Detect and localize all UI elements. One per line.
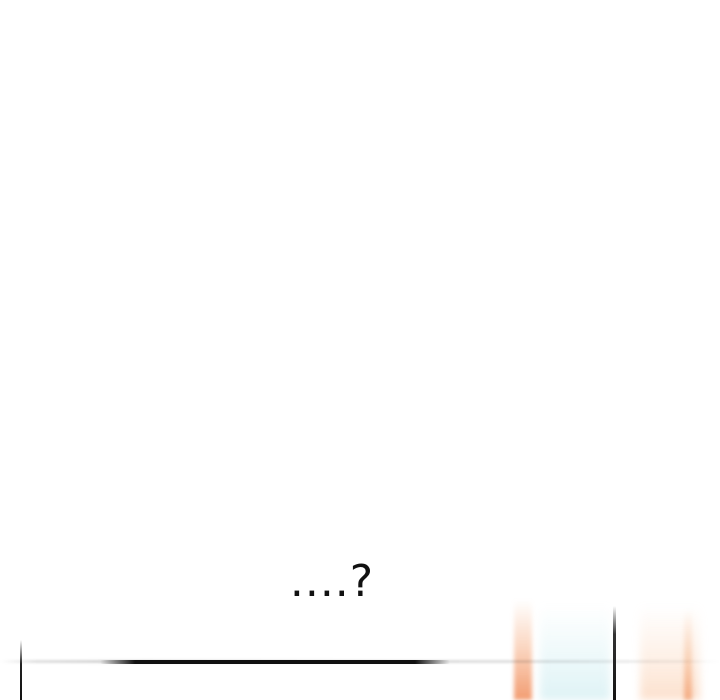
vertical-line-right: [613, 606, 616, 700]
blue-light-haze: [540, 605, 610, 700]
orange-light-streak: [514, 600, 532, 700]
horizon-line-dark: [100, 660, 450, 664]
orange-light-streak-right: [684, 610, 692, 700]
lower-panel-art: [0, 600, 720, 700]
vertical-line-left: [20, 640, 22, 700]
dialogue-text: ....?: [289, 556, 375, 607]
